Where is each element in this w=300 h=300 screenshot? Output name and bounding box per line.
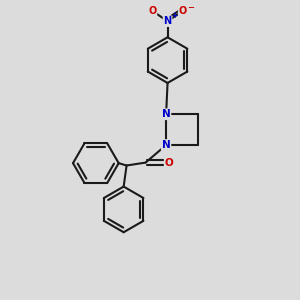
Text: N: N [164,16,172,26]
Text: O: O [179,6,187,16]
Text: −: − [187,4,194,13]
Text: N: N [162,140,170,150]
Text: O: O [148,6,157,16]
Text: N: N [162,109,170,119]
Text: +: + [172,11,178,20]
Text: O: O [165,158,173,168]
